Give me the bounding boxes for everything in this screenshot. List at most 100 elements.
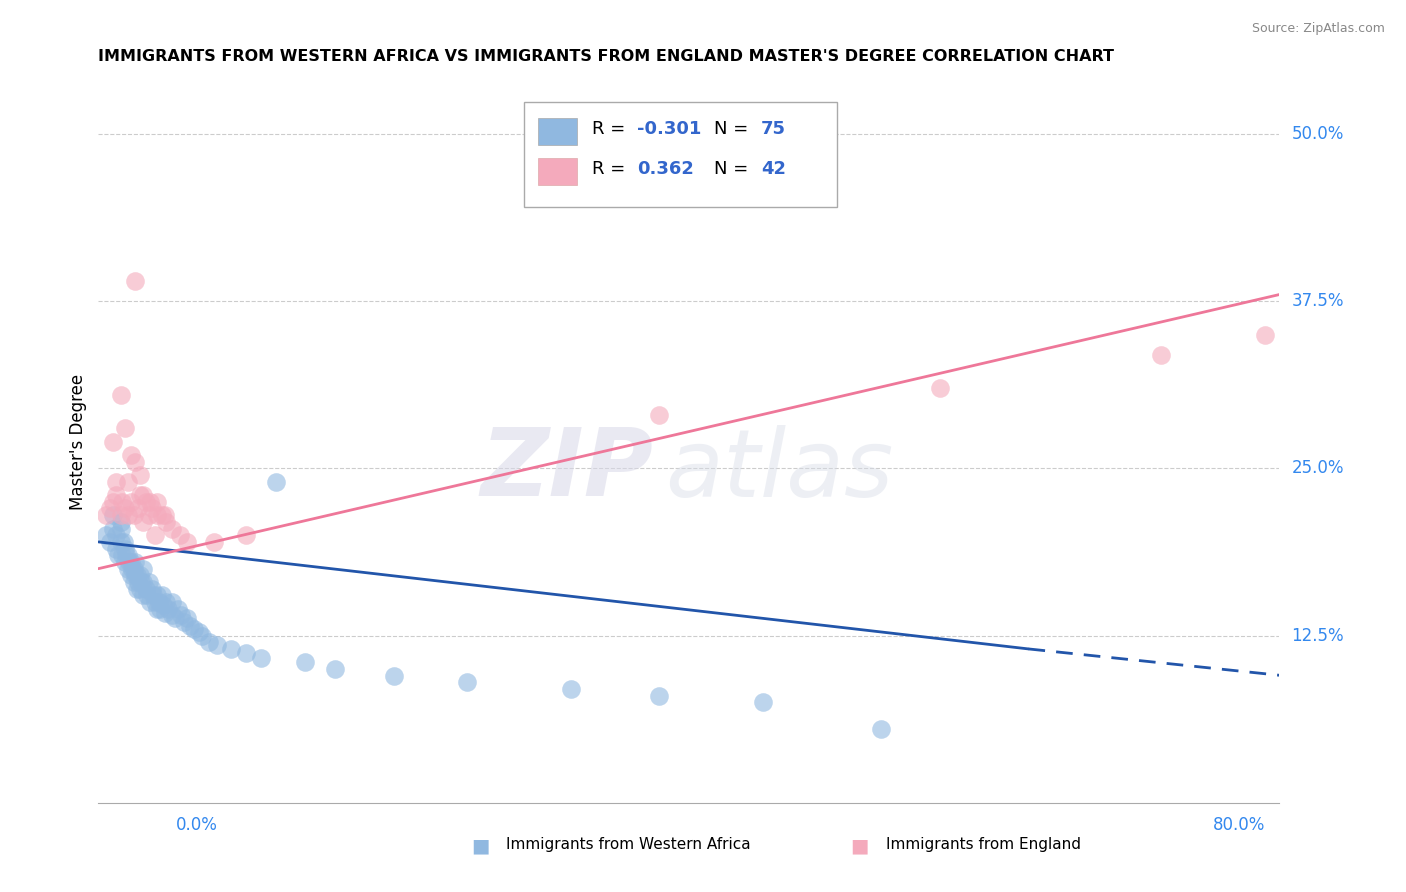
Point [111, 548, 134, 563]
Text: N =: N = [714, 161, 754, 178]
Point [136, 589, 159, 603]
Point [112, 534, 135, 549]
Point [110, 521, 132, 535]
Point [135, 582, 157, 596]
Text: atlas: atlas [665, 425, 894, 516]
Point [114, 421, 136, 435]
Point [294, 655, 316, 669]
Point [124, 555, 146, 569]
Point [105, 541, 128, 556]
Point [150, 508, 173, 523]
Point [183, 622, 205, 636]
Point [929, 381, 952, 395]
Point [1254, 327, 1277, 342]
Point [148, 595, 170, 609]
Point [103, 494, 125, 508]
Text: ■: ■ [851, 837, 869, 855]
Point [122, 562, 145, 576]
Text: Immigrants from England: Immigrants from England [886, 837, 1081, 852]
Point [125, 582, 148, 596]
Point [115, 548, 138, 563]
Point [103, 434, 125, 449]
Point [103, 508, 125, 523]
Point [118, 555, 141, 569]
Point [110, 534, 132, 549]
Point [111, 494, 134, 508]
Text: 12.5%: 12.5% [1291, 626, 1344, 645]
Point [153, 606, 176, 620]
Point [235, 646, 257, 660]
Point [176, 534, 198, 549]
Point [120, 568, 142, 582]
Point [94, 528, 117, 542]
Point [94, 508, 117, 523]
Point [146, 589, 169, 603]
Point [107, 548, 129, 563]
Point [870, 723, 893, 737]
Point [146, 602, 169, 616]
Point [179, 619, 201, 633]
Point [120, 494, 142, 508]
Point [198, 635, 221, 649]
Point [323, 662, 346, 676]
Text: 50.0%: 50.0% [1291, 125, 1344, 143]
Point [132, 589, 155, 603]
Point [132, 515, 155, 529]
Point [264, 475, 287, 489]
Text: ZIP: ZIP [481, 425, 654, 516]
Point [187, 624, 209, 639]
Point [141, 582, 163, 596]
Point [142, 589, 165, 603]
Point [155, 595, 177, 609]
Point [135, 494, 157, 508]
Point [155, 515, 177, 529]
Point [162, 521, 183, 535]
Text: 0.0%: 0.0% [176, 816, 218, 834]
Y-axis label: Master's Degree: Master's Degree [69, 374, 87, 509]
Point [146, 494, 169, 508]
Point [165, 611, 187, 625]
Point [152, 598, 174, 612]
Point [648, 408, 671, 422]
Point [127, 501, 149, 516]
Point [382, 669, 405, 683]
Point [114, 501, 136, 516]
Point [122, 508, 145, 523]
Point [121, 562, 143, 576]
Point [114, 541, 136, 556]
Point [141, 501, 163, 516]
Point [128, 568, 150, 582]
Point [125, 568, 148, 582]
Point [153, 508, 176, 523]
Text: Source: ZipAtlas.com: Source: ZipAtlas.com [1251, 22, 1385, 36]
Text: ■: ■ [471, 837, 489, 855]
Point [221, 642, 243, 657]
Point [127, 575, 149, 590]
Text: 25.0%: 25.0% [1291, 459, 1344, 477]
Point [117, 548, 139, 563]
Point [132, 488, 155, 502]
Point [139, 595, 162, 609]
Point [128, 582, 150, 596]
Text: 75: 75 [761, 120, 786, 138]
Text: -0.301: -0.301 [637, 120, 702, 138]
Point [202, 534, 225, 549]
Point [117, 508, 139, 523]
Point [457, 675, 479, 690]
Point [132, 562, 155, 576]
Point [117, 562, 139, 576]
Point [143, 528, 166, 542]
Text: 80.0%: 80.0% [1213, 816, 1265, 834]
Point [105, 488, 128, 502]
Point [124, 274, 146, 288]
Point [128, 467, 150, 482]
Point [98, 534, 121, 549]
Point [132, 575, 155, 590]
Point [105, 528, 128, 542]
Point [191, 628, 214, 642]
Point [648, 689, 671, 703]
Point [169, 528, 191, 542]
Point [105, 475, 128, 489]
Point [120, 555, 142, 569]
Text: N =: N = [714, 120, 754, 138]
